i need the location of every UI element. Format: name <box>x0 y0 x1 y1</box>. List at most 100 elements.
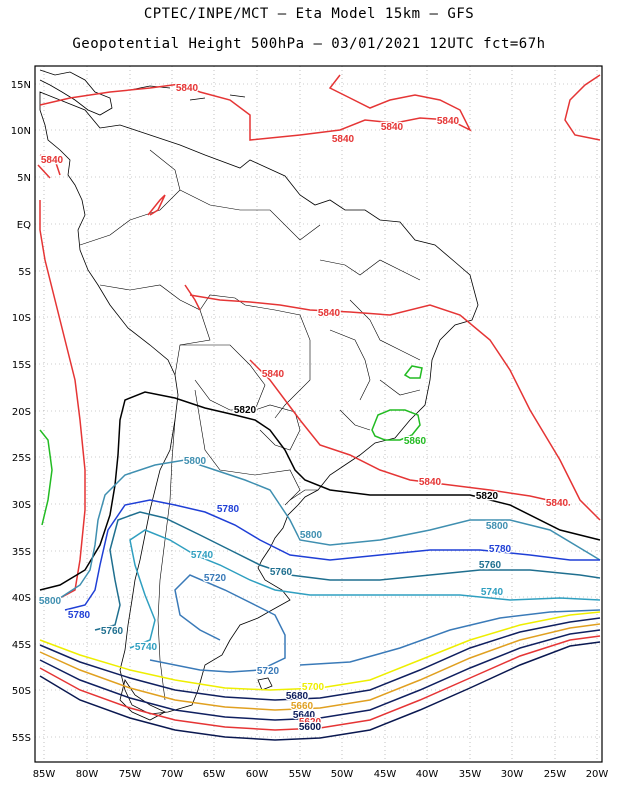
latitude-tick-label: 5S <box>18 267 31 278</box>
contour-label: 5840 <box>419 477 442 488</box>
longitude-tick-label: 25W <box>544 769 567 780</box>
contour-label: 5840 <box>318 308 341 319</box>
longitude-tick-label: 20W <box>586 769 609 780</box>
paraguay-border <box>254 404 301 451</box>
contour-label: 5840 <box>262 369 285 380</box>
contour-label: 5780 <box>68 610 91 621</box>
longitude-tick-label: 85W <box>33 769 56 780</box>
contour-label: 5620 <box>299 717 322 728</box>
longitude-tick-label: 80W <box>76 769 99 780</box>
contour-label: 5600 <box>299 722 322 733</box>
contour-5740 <box>129 529 601 649</box>
longitude-tick-label: 55W <box>289 769 312 780</box>
contour-5620 <box>39 635 601 731</box>
contour-label: 5840 <box>381 122 404 133</box>
longitude-tick-label: 30W <box>501 769 524 780</box>
contour-5840-south <box>249 359 571 506</box>
uruguay-border <box>289 489 318 501</box>
longitude-tick-label: 70W <box>161 769 184 780</box>
latitude-axis: 15N 10N 5N EQ 5S 10S 15S 20S 25S 30S 35S 40S 45S 50S 5… <box>11 80 31 744</box>
brazil-west-border <box>199 294 311 419</box>
contour-5760 <box>94 511 601 631</box>
colombia-border <box>79 149 181 246</box>
contour-label: 5760 <box>479 560 502 571</box>
contour-5720-b <box>299 609 601 666</box>
longitude-tick-label: 35W <box>459 769 482 780</box>
longitude-tick-label: 65W <box>203 769 226 780</box>
contour-labels: 5840 5840 5840 5840 5840 5840 5840 5840 5840 5820… <box>38 82 570 735</box>
contour-5840-westloop <box>39 200 86 601</box>
latitude-tick-label: 40S <box>12 593 31 604</box>
longitude-tick-label: 45W <box>374 769 397 780</box>
contour-5840-ne-loop <box>564 74 601 141</box>
country-borders <box>79 149 421 701</box>
contour-label: 5640 <box>293 710 316 721</box>
contour-label: 5740 <box>135 642 158 653</box>
falklands <box>257 677 273 691</box>
contour-label: 5840 <box>176 83 199 94</box>
bolivia-border <box>180 344 266 411</box>
contour-5720 <box>149 574 286 673</box>
latitude-tick-label: 45S <box>12 640 31 651</box>
contour-label: 5840 <box>437 116 460 127</box>
contour-label: 5800 <box>486 521 509 532</box>
contour-label: 5740 <box>481 587 504 598</box>
contour-label: 5720 <box>257 666 280 677</box>
latitude-tick-label: 30S <box>12 500 31 511</box>
longitude-tick-label: 40W <box>416 769 439 780</box>
contour-label: 5800 <box>39 596 62 607</box>
contour-label: 5780 <box>489 544 512 555</box>
contour-label: 5660 <box>291 701 314 712</box>
contour-5860-a <box>403 365 423 379</box>
contour-label: 5840 <box>41 155 64 166</box>
contour-5600 <box>39 641 601 741</box>
contour-5840-middle <box>189 294 601 521</box>
latitude-tick-label: 10N <box>11 126 31 137</box>
longitude-axis: 85W 80W 75W 70W 65W 60W 55W 50W 45W 40W 35W 30W 25W 2… <box>33 769 609 780</box>
contour-label: 5800 <box>184 456 207 467</box>
contour-5780 <box>64 499 600 611</box>
latitude-tick-label: 5N <box>17 173 31 184</box>
contour-5860-b <box>371 409 421 441</box>
contour-5840-north <box>39 74 472 141</box>
latitude-tick-label: 15N <box>11 80 31 91</box>
contour-5700 <box>39 611 601 691</box>
peru-border <box>99 284 211 376</box>
longitude-tick-label: 50W <box>331 769 354 780</box>
contour-label: 5680 <box>286 691 309 702</box>
contour-5840-small <box>147 194 201 311</box>
contour-label: 5820 <box>234 405 257 416</box>
south-america-coastline <box>39 91 479 715</box>
contour-5800 <box>39 459 601 601</box>
contour-5860-c <box>39 429 53 526</box>
contour-label: 5700 <box>302 682 325 693</box>
latitude-tick-label: 35S <box>12 547 31 558</box>
latitude-tick-label: 20S <box>12 407 31 418</box>
contour-label: 5760 <box>270 567 293 578</box>
contour-5680 <box>39 617 601 701</box>
contour-5840-westcoast <box>37 154 61 179</box>
latitude-tick-label: 10S <box>12 313 31 324</box>
brazil-states <box>319 259 421 431</box>
contour-5820 <box>39 391 601 591</box>
chile-argentina-border <box>157 419 176 701</box>
latitude-tick-label: 25S <box>12 453 31 464</box>
argentina-border <box>194 389 301 506</box>
contour-label: 5820 <box>476 491 499 502</box>
latitude-tick-label: EQ <box>17 220 31 231</box>
central-america <box>39 69 113 116</box>
coastlines <box>39 69 479 721</box>
longitude-tick-label: 60W <box>246 769 269 780</box>
latitude-tick-label: 55S <box>12 733 31 744</box>
map-subtitle: Geopotential Height 500hPa – 03/01/2021 … <box>72 36 546 52</box>
contour-lines <box>37 74 601 741</box>
plot-frame <box>34 65 603 763</box>
contour-label: 5860 <box>404 436 427 447</box>
gridlines <box>35 66 602 762</box>
longitude-tick-label: 75W <box>119 769 142 780</box>
contour-label: 5780 <box>217 504 240 515</box>
contour-5660 <box>39 623 601 711</box>
venezuela-border <box>179 189 321 241</box>
contour-label: 5800 <box>300 530 323 541</box>
